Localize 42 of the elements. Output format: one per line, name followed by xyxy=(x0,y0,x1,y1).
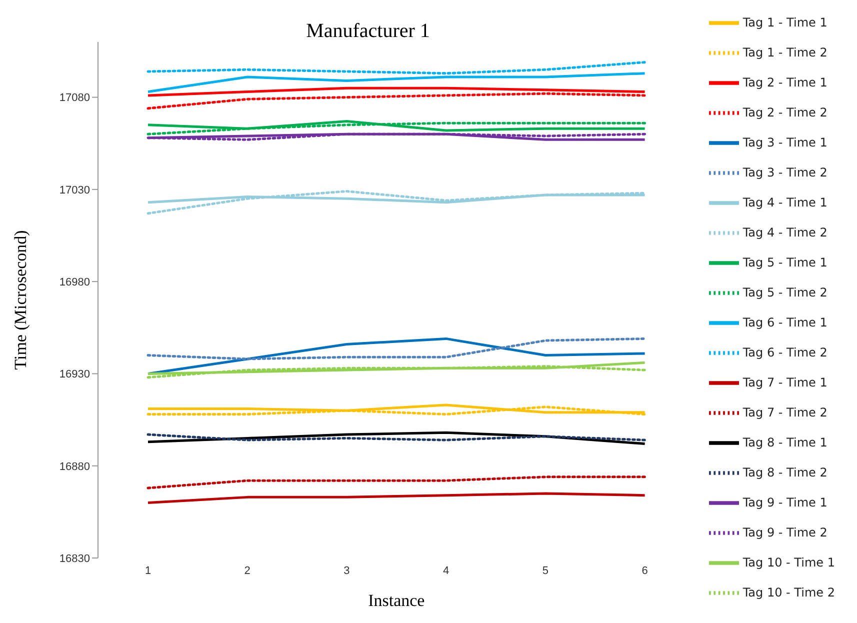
legend-label: Tag 7 - Time 1 xyxy=(742,375,828,390)
x-tick-label: 3 xyxy=(344,564,350,577)
legend-label: Tag 10 - Time 2 xyxy=(742,585,835,600)
legend-label: Tag 8 - Time 2 xyxy=(742,465,828,480)
x-tick-label: 1 xyxy=(144,564,152,577)
legend-label: Tag 7 - Time 2 xyxy=(742,405,828,420)
line-series xyxy=(146,120,646,132)
legend-label: Tag 2 - Time 2 xyxy=(742,105,828,120)
x-tick-label: 6 xyxy=(642,564,648,577)
legend-label: Tag 6 - Time 1 xyxy=(742,315,828,330)
legend-label: Tag 2 - Time 1 xyxy=(742,75,828,90)
x-tick-label: 5 xyxy=(542,564,549,577)
y-tick-label: 16980 xyxy=(59,276,90,288)
y-tick-label: 17080 xyxy=(59,92,90,104)
legend-label: Tag 8 - Time 1 xyxy=(742,435,828,450)
y-tick-label: 17030 xyxy=(59,184,90,196)
legend-label: Tag 6 - Time 2 xyxy=(742,345,828,360)
legend-label: Tag 4 - Time 2 xyxy=(742,225,828,240)
line-series xyxy=(146,337,646,360)
legend-label: Tag 10 - Time 1 xyxy=(742,555,835,570)
legend-label: Tag 1 - Time 2 xyxy=(742,45,828,60)
legend-label: Tag 9 - Time 2 xyxy=(742,525,828,540)
line-series xyxy=(146,365,646,379)
line-series xyxy=(146,122,646,136)
legend-label: Tag 1 - Time 1 xyxy=(742,15,828,30)
y-tick-label: 16930 xyxy=(59,368,90,381)
x-tick-label: 4 xyxy=(443,564,450,577)
x-tick-label: 2 xyxy=(244,564,250,577)
y-tick-label: 16880 xyxy=(59,460,90,473)
y-tick-label: 16830 xyxy=(59,552,90,565)
legend-label: Tag 3 - Time 2 xyxy=(742,165,828,180)
legend-label: Tag 5 - Time 2 xyxy=(742,285,828,300)
line-series xyxy=(146,492,646,504)
x-axis-title: Instance xyxy=(368,591,425,610)
line-series xyxy=(146,361,646,375)
legend-label: Tag 3 - Time 1 xyxy=(742,135,828,150)
y-axis-title: Time (Microsecond) xyxy=(11,230,30,370)
line-series xyxy=(146,337,646,375)
chart-title: Manufacturer 1 xyxy=(305,20,431,43)
legend-label: Tag 5 - Time 1 xyxy=(742,255,828,270)
legend-label: Tag 4 - Time 1 xyxy=(742,195,828,210)
legend-label: Tag 9 - Time 1 xyxy=(742,495,828,510)
